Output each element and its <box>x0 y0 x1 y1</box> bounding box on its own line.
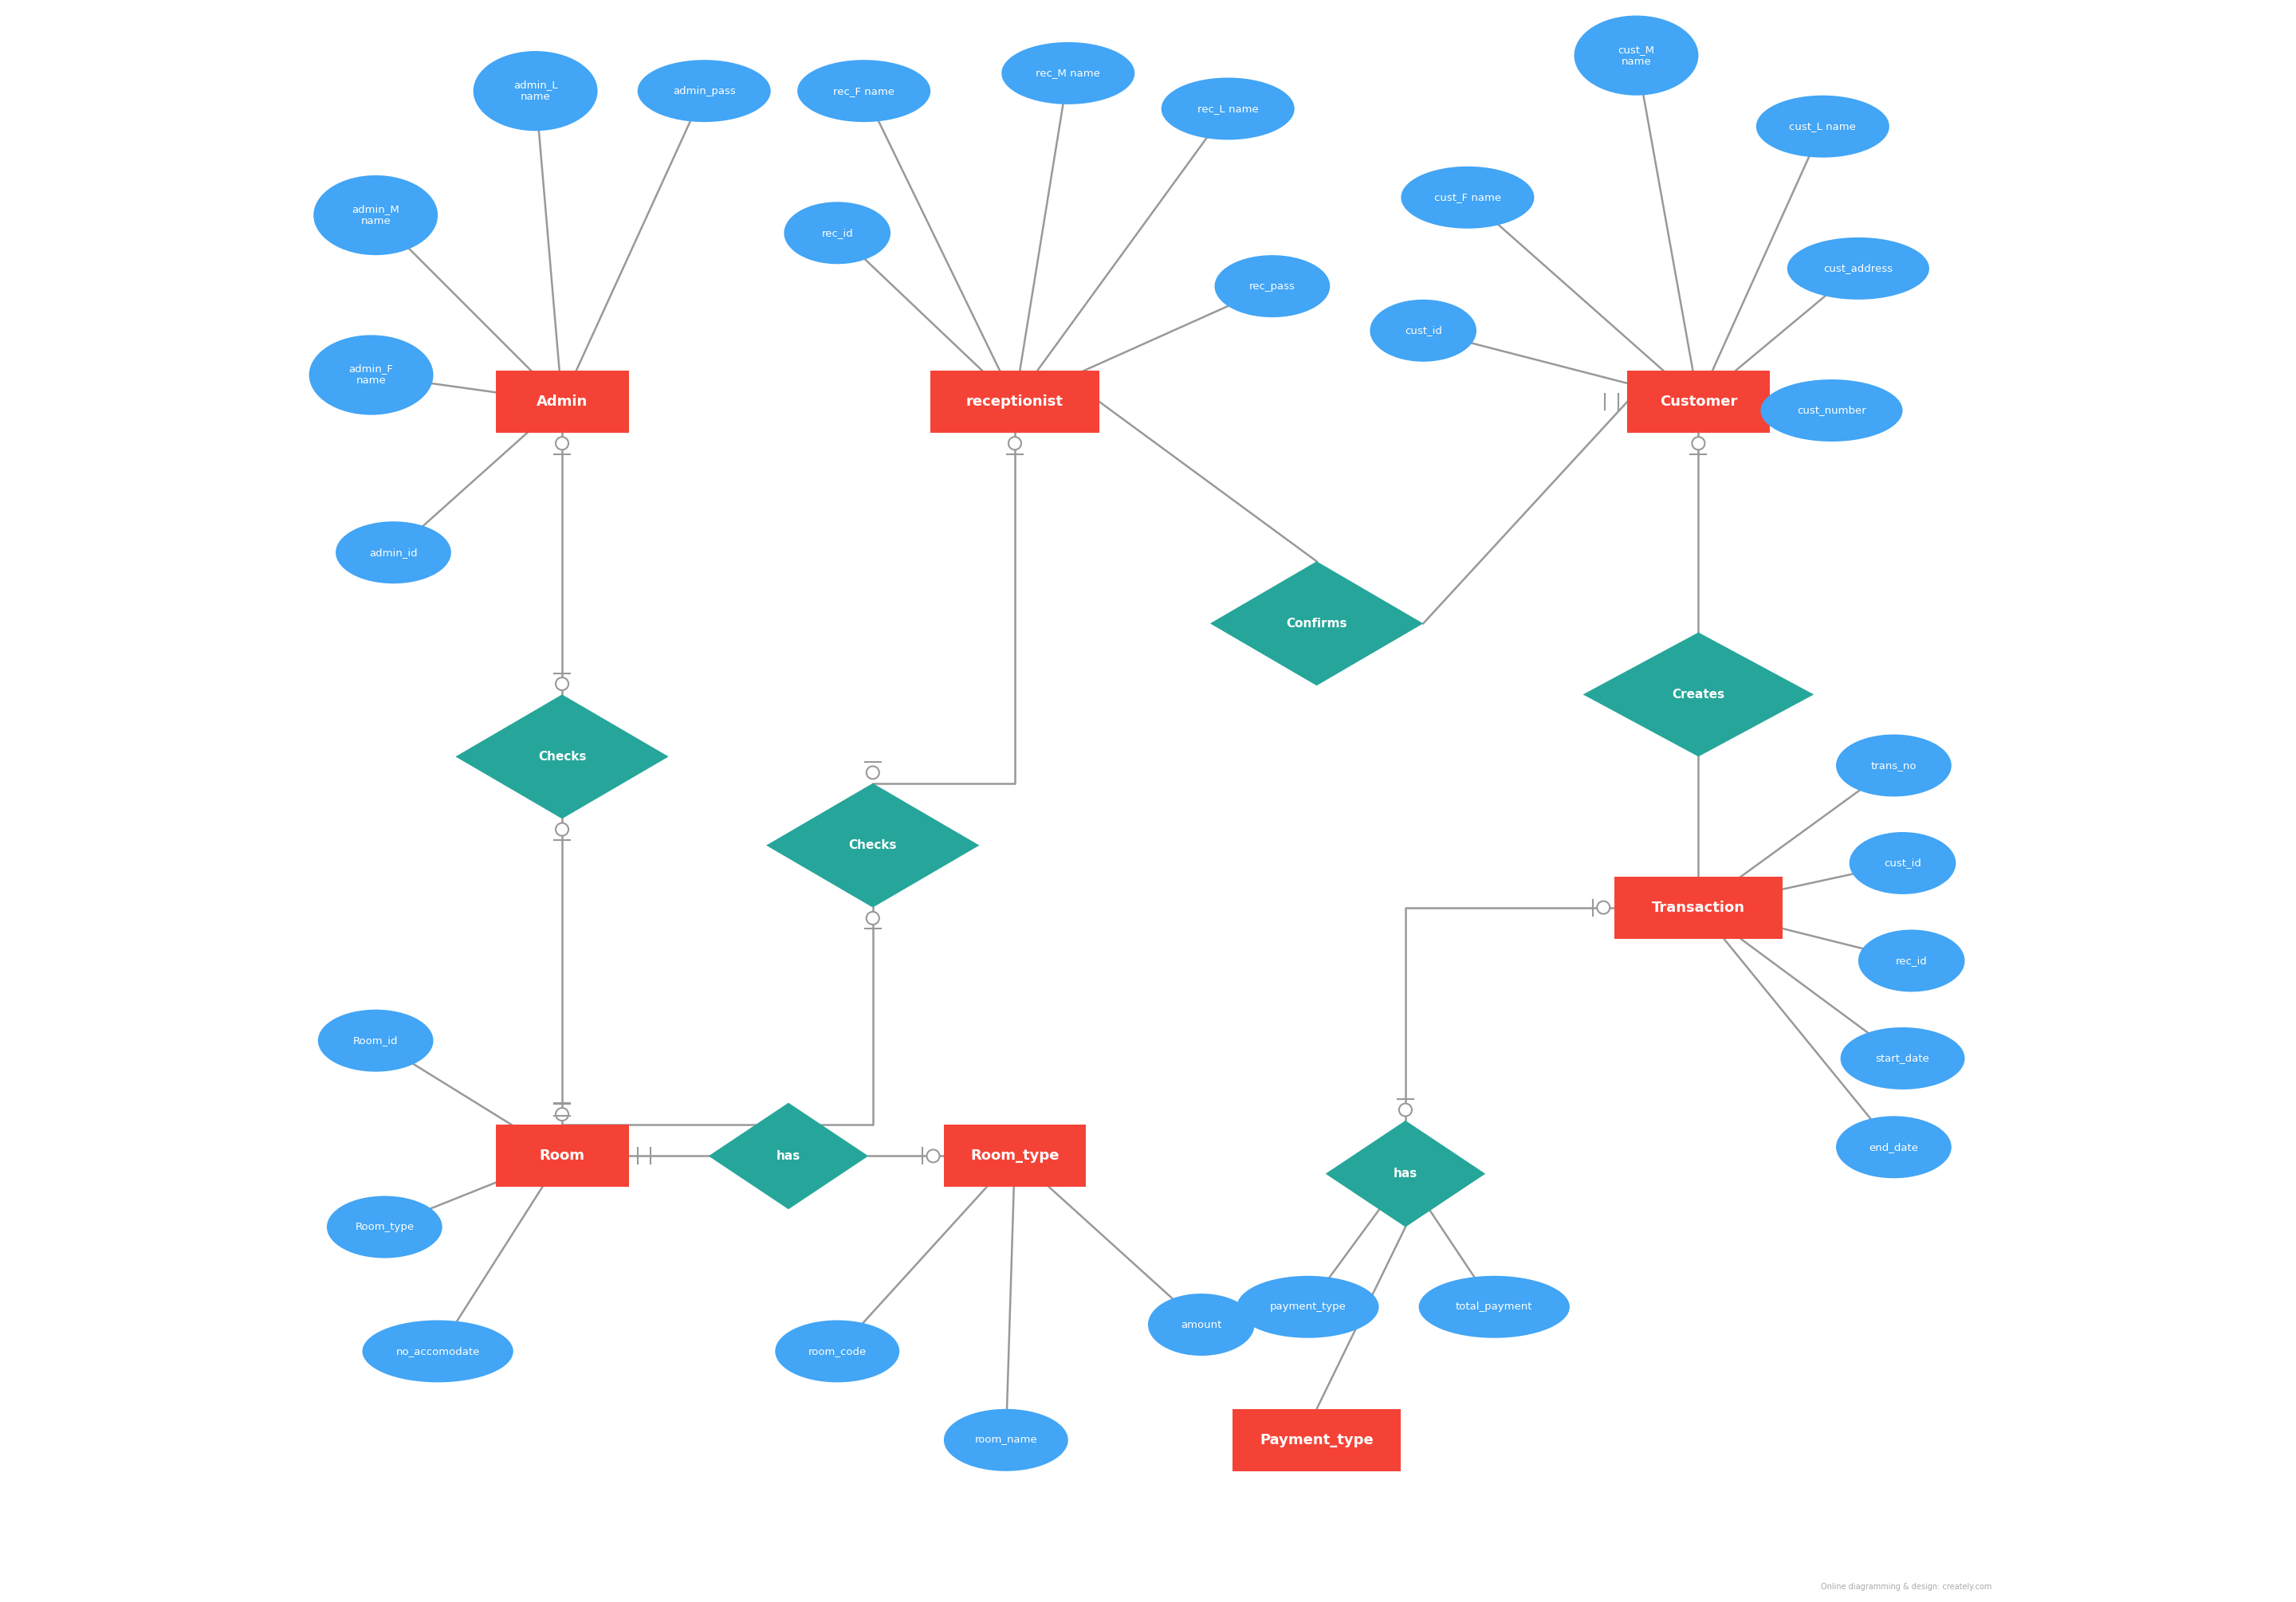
Text: Admin: Admin <box>537 394 588 409</box>
Text: Online diagramming & design: creately.com: Online diagramming & design: creately.co… <box>1821 1583 1991 1591</box>
Text: admin_F
name: admin_F name <box>349 364 393 386</box>
Ellipse shape <box>944 1410 1068 1471</box>
Ellipse shape <box>335 521 450 583</box>
Circle shape <box>556 678 569 690</box>
Polygon shape <box>1325 1120 1486 1227</box>
Circle shape <box>556 1109 569 1121</box>
Text: admin_M
name: admin_M name <box>351 203 400 226</box>
Ellipse shape <box>1848 831 1956 894</box>
Polygon shape <box>1210 561 1424 686</box>
Ellipse shape <box>1761 380 1903 442</box>
Polygon shape <box>1582 633 1814 756</box>
Text: Payment_type: Payment_type <box>1261 1432 1373 1447</box>
Ellipse shape <box>1148 1293 1254 1355</box>
FancyBboxPatch shape <box>944 1125 1086 1187</box>
Ellipse shape <box>1001 42 1134 104</box>
Text: room_name: room_name <box>974 1435 1038 1445</box>
Text: rec_M name: rec_M name <box>1035 67 1100 78</box>
Text: cust_F name: cust_F name <box>1435 192 1502 203</box>
Polygon shape <box>709 1102 868 1210</box>
Text: rec_F name: rec_F name <box>833 87 895 96</box>
Text: admin_L
name: admin_L name <box>514 80 558 103</box>
Text: rec_L name: rec_L name <box>1196 104 1258 114</box>
Text: Room_type: Room_type <box>356 1222 413 1232</box>
Circle shape <box>556 437 569 450</box>
Circle shape <box>1692 437 1706 450</box>
Text: no_accomodate: no_accomodate <box>395 1346 480 1357</box>
Text: rec_id: rec_id <box>1896 955 1926 966</box>
Text: Confirms: Confirms <box>1286 617 1348 630</box>
Text: cust_L name: cust_L name <box>1789 122 1855 131</box>
Text: total_payment: total_payment <box>1456 1302 1534 1312</box>
Ellipse shape <box>326 1197 443 1258</box>
Text: rec_id: rec_id <box>822 227 854 239</box>
Ellipse shape <box>1401 167 1534 229</box>
Text: room_code: room_code <box>808 1346 866 1357</box>
Text: cust_number: cust_number <box>1798 405 1867 415</box>
Circle shape <box>1398 1104 1412 1117</box>
Ellipse shape <box>1756 96 1890 157</box>
Ellipse shape <box>1837 1117 1952 1177</box>
Text: admin_pass: admin_pass <box>673 87 735 96</box>
Ellipse shape <box>1238 1275 1380 1338</box>
Circle shape <box>928 1150 939 1163</box>
Ellipse shape <box>1837 734 1952 796</box>
FancyBboxPatch shape <box>496 370 629 433</box>
Text: has: has <box>776 1150 801 1161</box>
Ellipse shape <box>1841 1027 1965 1089</box>
Text: Customer: Customer <box>1660 394 1738 409</box>
Polygon shape <box>455 695 668 819</box>
Text: cust_M
name: cust_M name <box>1619 45 1655 67</box>
Text: Checks: Checks <box>850 839 898 851</box>
FancyBboxPatch shape <box>1233 1410 1401 1471</box>
Text: amount: amount <box>1180 1320 1221 1330</box>
Text: cust_address: cust_address <box>1823 263 1892 274</box>
Text: start_date: start_date <box>1876 1053 1929 1064</box>
Ellipse shape <box>783 202 891 264</box>
Ellipse shape <box>363 1320 514 1383</box>
Ellipse shape <box>1419 1275 1570 1338</box>
Text: Creates: Creates <box>1671 689 1724 700</box>
Ellipse shape <box>1786 237 1929 300</box>
Ellipse shape <box>473 51 597 131</box>
Text: Room: Room <box>540 1149 585 1163</box>
Ellipse shape <box>310 335 434 415</box>
FancyBboxPatch shape <box>496 1125 629 1187</box>
Circle shape <box>866 912 879 924</box>
Text: Transaction: Transaction <box>1651 900 1745 915</box>
Ellipse shape <box>797 59 930 122</box>
Circle shape <box>556 823 569 836</box>
Ellipse shape <box>1162 77 1295 139</box>
Ellipse shape <box>638 59 771 122</box>
Ellipse shape <box>1371 300 1476 362</box>
FancyBboxPatch shape <box>1614 876 1782 939</box>
Ellipse shape <box>776 1320 900 1383</box>
Text: Room_type: Room_type <box>971 1149 1058 1163</box>
Text: payment_type: payment_type <box>1270 1302 1345 1312</box>
Ellipse shape <box>1857 929 1965 992</box>
Text: has: has <box>1394 1168 1417 1179</box>
Text: Room_id: Room_id <box>354 1035 397 1046</box>
Text: rec_pass: rec_pass <box>1249 280 1295 292</box>
Polygon shape <box>767 783 980 907</box>
Text: end_date: end_date <box>1869 1142 1919 1152</box>
Text: cust_id: cust_id <box>1885 859 1922 868</box>
Circle shape <box>1598 900 1609 913</box>
FancyBboxPatch shape <box>1628 370 1770 433</box>
Text: trans_no: trans_no <box>1871 761 1917 771</box>
Text: receptionist: receptionist <box>967 394 1063 409</box>
Text: cust_id: cust_id <box>1405 325 1442 336</box>
Circle shape <box>866 766 879 779</box>
Ellipse shape <box>1215 255 1329 317</box>
Text: Checks: Checks <box>537 751 585 763</box>
Ellipse shape <box>317 1009 434 1072</box>
Circle shape <box>1008 437 1022 450</box>
FancyBboxPatch shape <box>930 370 1100 433</box>
Text: admin_id: admin_id <box>370 548 418 557</box>
Ellipse shape <box>1575 16 1699 96</box>
Ellipse shape <box>315 175 439 255</box>
